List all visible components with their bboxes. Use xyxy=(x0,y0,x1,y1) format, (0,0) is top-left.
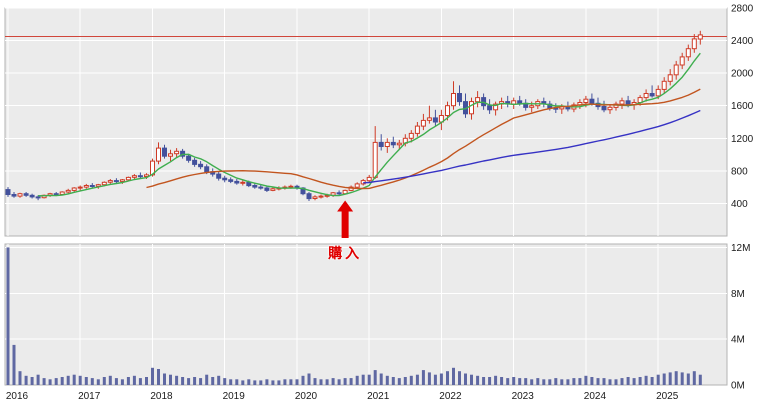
svg-text:2023: 2023 xyxy=(512,391,535,402)
svg-text:2022: 2022 xyxy=(439,391,462,402)
svg-text:2021: 2021 xyxy=(367,391,390,402)
svg-text:2020: 2020 xyxy=(295,391,318,402)
svg-text:2016: 2016 xyxy=(6,391,29,402)
price-panel xyxy=(4,7,728,237)
long-term-ma-line xyxy=(363,109,701,184)
svg-text:400: 400 xyxy=(731,199,748,210)
svg-text:2400: 2400 xyxy=(731,36,754,47)
svg-text:800: 800 xyxy=(731,166,748,177)
svg-text:2019: 2019 xyxy=(223,391,246,402)
volume-gridlines xyxy=(5,244,727,385)
mid-term-ma-line xyxy=(146,88,701,190)
axis-labels: 2800 2400 2000 1600 1200 800 400 12M 8M 4M 0M 2016 2… xyxy=(6,4,754,403)
buy-arrow-icon xyxy=(337,200,354,238)
volume-series xyxy=(6,247,702,385)
buy-label: 購入 xyxy=(328,245,363,261)
svg-text:12M: 12M xyxy=(731,243,750,254)
svg-text:8M: 8M xyxy=(731,289,745,300)
svg-text:2000: 2000 xyxy=(731,69,754,80)
volume-panel xyxy=(4,243,728,386)
svg-text:2025: 2025 xyxy=(656,391,679,402)
svg-text:2018: 2018 xyxy=(150,391,173,402)
svg-text:4M: 4M xyxy=(731,335,745,346)
svg-text:1600: 1600 xyxy=(731,101,754,112)
svg-text:0M: 0M xyxy=(731,381,745,392)
svg-text:2800: 2800 xyxy=(731,4,754,15)
svg-text:2017: 2017 xyxy=(78,391,101,402)
svg-text:1200: 1200 xyxy=(731,134,754,145)
svg-text:2024: 2024 xyxy=(584,391,607,402)
